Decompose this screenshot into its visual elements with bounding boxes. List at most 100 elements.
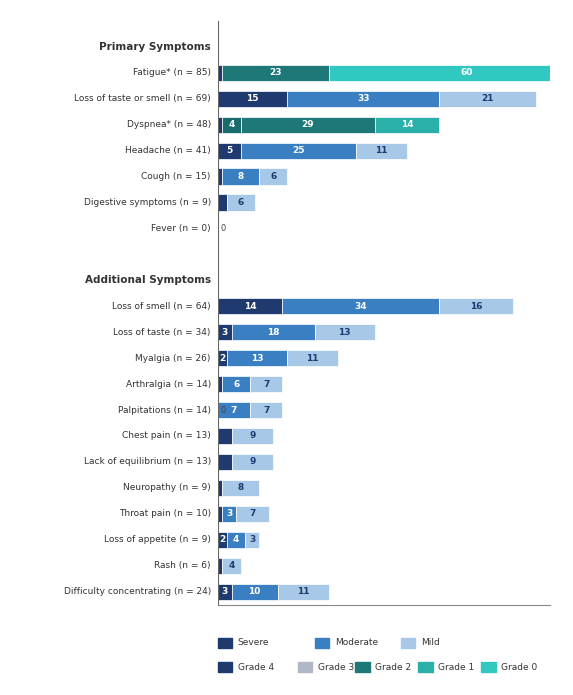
Text: Severe: Severe xyxy=(238,639,269,647)
Text: 33: 33 xyxy=(357,95,370,103)
Text: Loss of smell (n = 64): Loss of smell (n = 64) xyxy=(112,302,211,311)
Bar xyxy=(241,117,375,133)
Bar xyxy=(218,506,222,522)
Text: 6: 6 xyxy=(233,379,240,389)
Bar xyxy=(218,557,222,574)
Text: Lack of equilibrium (n = 13): Lack of equilibrium (n = 13) xyxy=(84,457,211,466)
Text: 7: 7 xyxy=(249,509,256,518)
Text: Grade 1: Grade 1 xyxy=(438,663,474,671)
Bar xyxy=(218,168,222,185)
Text: 25: 25 xyxy=(292,146,305,155)
Text: Loss of taste or smell (n = 69): Loss of taste or smell (n = 69) xyxy=(74,95,211,103)
Text: 3: 3 xyxy=(226,509,233,518)
Text: 9: 9 xyxy=(249,457,256,466)
Text: Headache (n = 41): Headache (n = 41) xyxy=(125,146,211,155)
Text: Grade 4: Grade 4 xyxy=(238,663,274,671)
Bar xyxy=(315,324,375,341)
Text: 34: 34 xyxy=(355,302,367,311)
Bar xyxy=(218,376,222,392)
Text: Neuropathy (n = 9): Neuropathy (n = 9) xyxy=(123,484,211,492)
Text: Difficulty concentrating (n = 24): Difficulty concentrating (n = 24) xyxy=(64,587,211,596)
Text: 11: 11 xyxy=(375,146,388,155)
Text: Palpitations (n = 14): Palpitations (n = 14) xyxy=(118,406,211,414)
Text: Myalgia (n = 26): Myalgia (n = 26) xyxy=(135,354,211,363)
Text: 13: 13 xyxy=(251,354,263,363)
Text: 3: 3 xyxy=(222,328,228,336)
Text: 7: 7 xyxy=(263,406,269,414)
Bar xyxy=(218,298,282,314)
Bar xyxy=(439,90,536,107)
Bar xyxy=(245,532,260,548)
Bar xyxy=(231,428,273,444)
Bar xyxy=(218,402,250,418)
Bar xyxy=(227,532,245,548)
Text: 18: 18 xyxy=(267,328,280,336)
Bar xyxy=(231,454,273,470)
Bar xyxy=(328,65,573,81)
Bar xyxy=(287,90,439,107)
Text: 5: 5 xyxy=(226,146,233,155)
Bar xyxy=(231,584,278,600)
Text: 7: 7 xyxy=(231,406,237,414)
Text: 14: 14 xyxy=(401,120,413,129)
Text: Loss of taste (n = 34): Loss of taste (n = 34) xyxy=(113,328,211,336)
Text: 2: 2 xyxy=(219,354,226,363)
Bar xyxy=(241,142,356,158)
Bar xyxy=(439,298,513,314)
Text: Chest pain (n = 13): Chest pain (n = 13) xyxy=(122,432,211,441)
Text: 16: 16 xyxy=(470,302,482,311)
Text: Fever (n = 0): Fever (n = 0) xyxy=(151,224,211,233)
Bar xyxy=(218,454,231,470)
Text: Rash (n = 6): Rash (n = 6) xyxy=(154,562,211,570)
Text: 3: 3 xyxy=(222,587,228,596)
Bar xyxy=(250,402,282,418)
Bar xyxy=(278,584,328,600)
Bar xyxy=(218,350,227,366)
Bar xyxy=(218,65,222,81)
Text: 2: 2 xyxy=(219,535,226,544)
Bar xyxy=(282,298,439,314)
Bar xyxy=(222,65,328,81)
Bar xyxy=(222,480,260,496)
Text: 4: 4 xyxy=(229,120,235,129)
Text: 8: 8 xyxy=(238,172,244,181)
Text: Moderate: Moderate xyxy=(335,639,378,647)
Bar xyxy=(222,168,260,185)
Text: 9: 9 xyxy=(249,432,256,441)
Bar xyxy=(236,506,269,522)
Text: Primary Symptoms: Primary Symptoms xyxy=(99,42,211,52)
Text: 21: 21 xyxy=(481,95,494,103)
Text: Digestive symptoms (n = 9): Digestive symptoms (n = 9) xyxy=(84,198,211,207)
Bar xyxy=(250,376,282,392)
Text: 3: 3 xyxy=(249,535,256,544)
Bar xyxy=(287,350,337,366)
Bar xyxy=(222,557,241,574)
Bar xyxy=(218,480,222,496)
Text: 13: 13 xyxy=(339,328,351,336)
Text: 29: 29 xyxy=(301,120,314,129)
Text: Grade 0: Grade 0 xyxy=(501,663,537,671)
Text: 11: 11 xyxy=(306,354,319,363)
Text: 14: 14 xyxy=(244,302,256,311)
Bar xyxy=(222,376,250,392)
Text: 4: 4 xyxy=(233,535,240,544)
Bar xyxy=(227,350,287,366)
Bar xyxy=(222,506,236,522)
Bar xyxy=(218,117,222,133)
Text: 11: 11 xyxy=(297,587,309,596)
Text: Arthralgia (n = 14): Arthralgia (n = 14) xyxy=(125,379,211,389)
Text: 4: 4 xyxy=(229,562,235,570)
Text: 6: 6 xyxy=(270,172,276,181)
Text: Cough (n = 15): Cough (n = 15) xyxy=(142,172,211,181)
Text: Additional Symptoms: Additional Symptoms xyxy=(85,275,211,286)
Bar xyxy=(218,195,227,211)
Text: 0: 0 xyxy=(220,224,225,233)
Bar xyxy=(218,532,227,548)
Text: 0: 0 xyxy=(220,406,225,414)
Text: 15: 15 xyxy=(246,95,258,103)
Bar xyxy=(218,90,287,107)
Bar xyxy=(356,142,407,158)
Text: Dyspnea* (n = 48): Dyspnea* (n = 48) xyxy=(127,120,211,129)
Text: Grade 2: Grade 2 xyxy=(375,663,411,671)
Bar xyxy=(222,117,241,133)
